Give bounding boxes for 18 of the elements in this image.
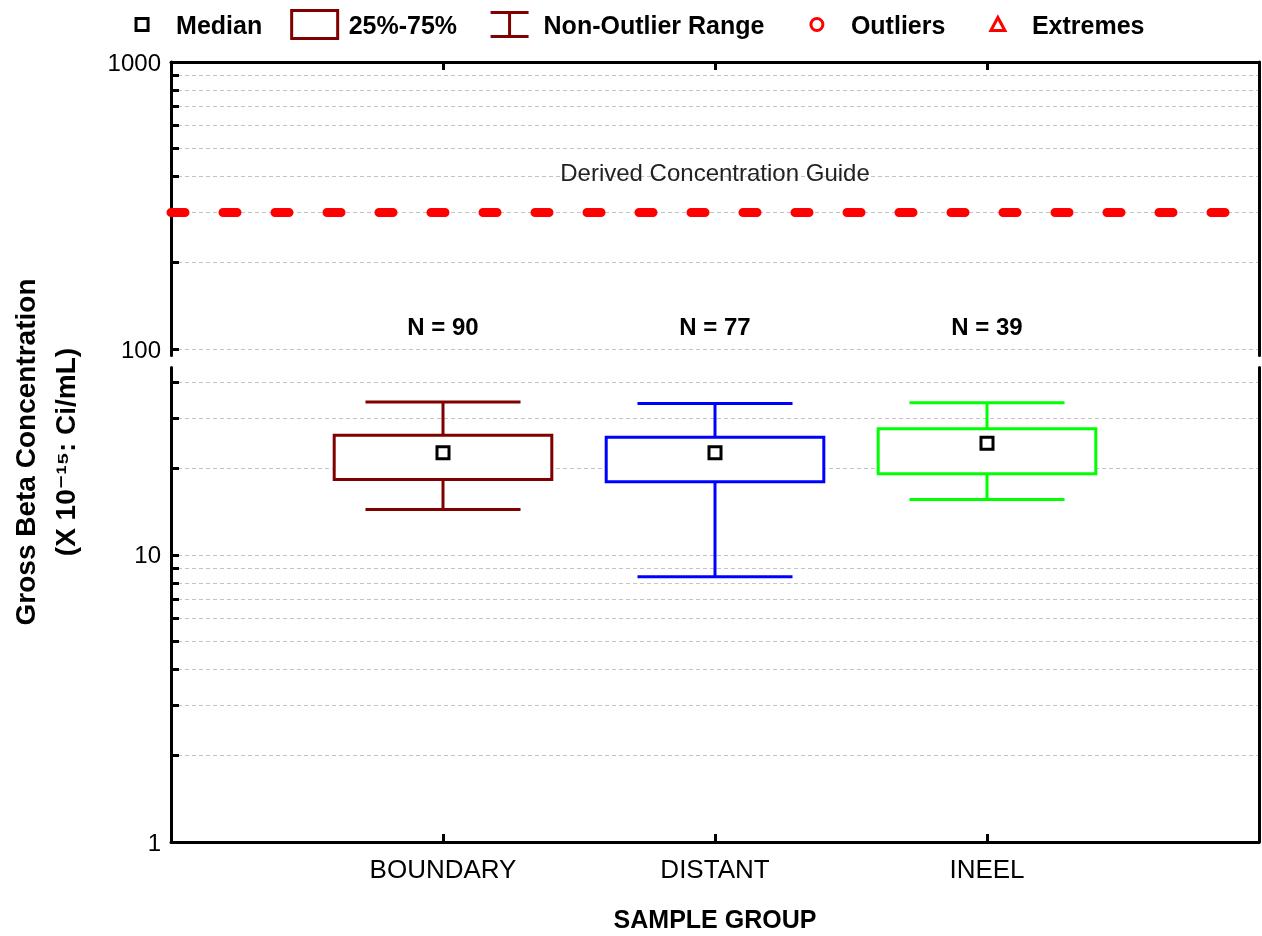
y-tick-label: 100 (120, 335, 161, 363)
x-tick-label: DISTANT (660, 854, 770, 884)
legend-label: Outliers (850, 10, 946, 39)
x-tick-label: INEEL (949, 854, 1025, 884)
y-axis-title: Gross Beta Concentration (X 10⁻¹⁵: Ci/mL) (9, 278, 81, 626)
annotation: N = 77 (679, 312, 751, 340)
ref-line-label: Derived Concentration Guide (560, 158, 870, 186)
annotation: N = 90 (407, 312, 479, 340)
y-tick-label: 1 (147, 828, 161, 856)
x-tick-label: BOUNDARY (369, 854, 517, 884)
x-axis-title: SAMPLE GROUP (613, 904, 817, 933)
annotation: N = 39 (951, 312, 1023, 340)
y-tick-label: 1000 (107, 48, 161, 76)
legend-label: Extremes (1031, 10, 1145, 39)
y-tick-label: 10 (134, 541, 161, 569)
legend-label: 25%-75% (348, 10, 458, 39)
legend-label: Median (176, 10, 263, 39)
legend-label: Non-Outlier Range (543, 10, 765, 39)
